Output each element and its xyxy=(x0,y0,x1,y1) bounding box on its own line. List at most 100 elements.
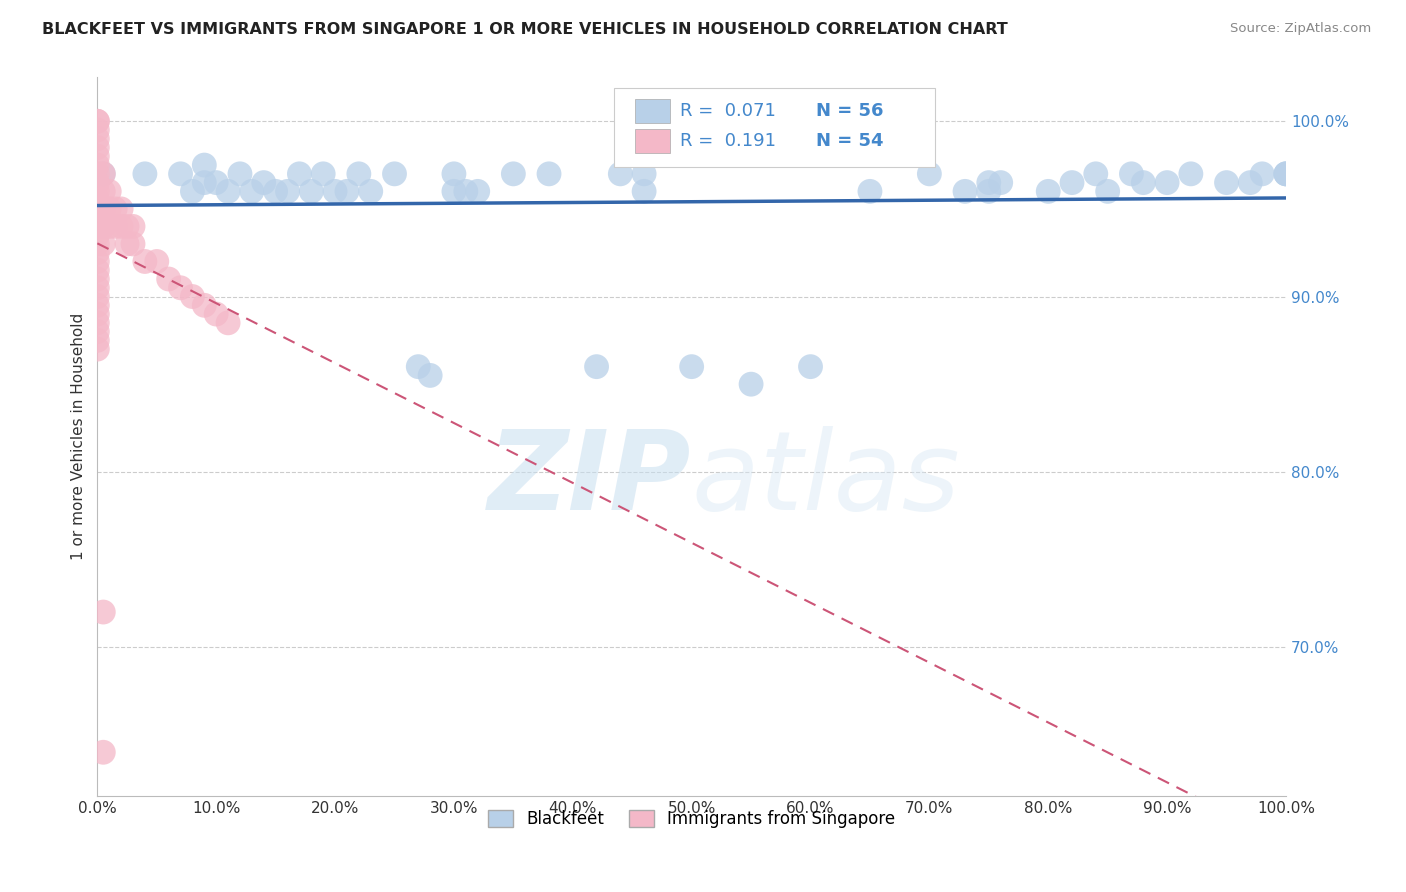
Point xyxy=(336,185,359,199)
Point xyxy=(229,167,252,181)
Point xyxy=(134,254,156,268)
Point xyxy=(443,185,465,199)
Point xyxy=(169,281,191,295)
Point xyxy=(347,167,370,181)
Point xyxy=(86,176,108,190)
Point xyxy=(86,245,108,260)
Point xyxy=(91,202,114,216)
Point xyxy=(86,193,108,207)
Point xyxy=(454,185,477,199)
Point xyxy=(384,167,406,181)
Text: N = 56: N = 56 xyxy=(817,102,884,120)
Point xyxy=(537,167,560,181)
Point xyxy=(86,254,108,268)
Point xyxy=(990,176,1012,190)
Point xyxy=(633,167,655,181)
Point xyxy=(86,219,108,234)
Point xyxy=(115,236,138,251)
Point xyxy=(91,745,114,759)
Point xyxy=(205,176,228,190)
Point xyxy=(110,202,132,216)
Point xyxy=(288,167,311,181)
Point xyxy=(1097,185,1119,199)
Point xyxy=(86,342,108,356)
Point xyxy=(443,167,465,181)
Point xyxy=(86,334,108,348)
Point xyxy=(86,185,108,199)
Point xyxy=(1239,176,1261,190)
Point xyxy=(86,325,108,339)
Point xyxy=(977,185,1000,199)
Point xyxy=(86,281,108,295)
Text: BLACKFEET VS IMMIGRANTS FROM SINGAPORE 1 OR MORE VEHICLES IN HOUSEHOLD CORRELATI: BLACKFEET VS IMMIGRANTS FROM SINGAPORE 1… xyxy=(42,22,1008,37)
Point xyxy=(86,316,108,330)
Point xyxy=(1156,176,1178,190)
Point xyxy=(122,236,145,251)
Point xyxy=(193,176,215,190)
Point xyxy=(104,219,127,234)
Point xyxy=(681,359,703,374)
Point xyxy=(299,185,322,199)
Point xyxy=(115,219,138,234)
Point xyxy=(740,377,762,392)
Point xyxy=(86,140,108,154)
Point xyxy=(1180,167,1202,181)
Text: R =  0.191: R = 0.191 xyxy=(679,132,776,150)
Point xyxy=(86,263,108,277)
Point xyxy=(91,605,114,619)
Point xyxy=(253,176,276,190)
Point xyxy=(799,359,821,374)
Point xyxy=(1084,167,1107,181)
Point xyxy=(98,185,121,199)
Point xyxy=(1060,176,1083,190)
Point xyxy=(86,228,108,243)
Point xyxy=(86,272,108,286)
Y-axis label: 1 or more Vehicles in Household: 1 or more Vehicles in Household xyxy=(72,313,86,560)
Point xyxy=(86,114,108,128)
Point xyxy=(609,167,631,181)
Point xyxy=(98,202,121,216)
Point xyxy=(1275,167,1298,181)
Point xyxy=(181,185,204,199)
Point xyxy=(91,167,114,181)
Point xyxy=(91,219,114,234)
Point xyxy=(633,185,655,199)
Point xyxy=(193,158,215,172)
Point xyxy=(134,167,156,181)
Text: ZIP: ZIP xyxy=(488,426,692,533)
Text: atlas: atlas xyxy=(692,426,960,533)
Point xyxy=(323,185,346,199)
Point xyxy=(918,167,941,181)
Point xyxy=(193,298,215,312)
Point xyxy=(419,368,441,383)
Point xyxy=(86,158,108,172)
Point xyxy=(98,219,121,234)
Point xyxy=(360,185,382,199)
Point xyxy=(277,185,299,199)
Point xyxy=(86,307,108,321)
FancyBboxPatch shape xyxy=(634,129,671,153)
Point xyxy=(1215,176,1237,190)
Point xyxy=(217,185,239,199)
Point xyxy=(1275,167,1298,181)
Point xyxy=(953,185,976,199)
Point xyxy=(240,185,263,199)
Point xyxy=(86,211,108,225)
Point xyxy=(157,272,180,286)
Point xyxy=(86,236,108,251)
Text: R =  0.071: R = 0.071 xyxy=(679,102,776,120)
Point xyxy=(1275,167,1298,181)
Point xyxy=(264,185,287,199)
Point xyxy=(86,123,108,137)
Text: N = 54: N = 54 xyxy=(817,132,884,150)
FancyBboxPatch shape xyxy=(614,88,935,168)
Point xyxy=(217,316,239,330)
Point xyxy=(1038,185,1060,199)
Point xyxy=(122,219,145,234)
Point xyxy=(86,289,108,303)
Point xyxy=(585,359,607,374)
Point xyxy=(205,307,228,321)
Point xyxy=(859,185,882,199)
Point xyxy=(86,202,108,216)
Point xyxy=(91,167,114,181)
